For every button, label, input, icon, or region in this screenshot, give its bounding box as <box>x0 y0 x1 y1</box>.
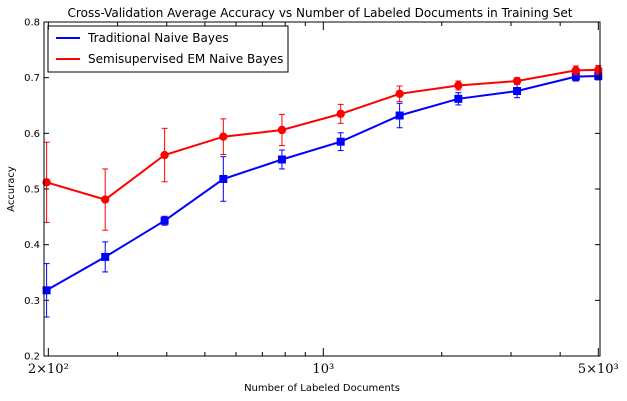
legend: Traditional Naive Bayes Semisupervised EM… <box>47 25 289 73</box>
data-point <box>395 111 404 120</box>
data-point <box>513 87 522 96</box>
legend-label: Semisupervised EM Naive Bayes <box>88 52 283 66</box>
legend-label: Traditional Naive Bayes <box>87 31 229 45</box>
data-point <box>454 94 463 103</box>
data-point <box>454 81 463 90</box>
data-point <box>42 178 51 187</box>
legend-box <box>47 25 289 73</box>
data-point <box>101 195 110 204</box>
data-point <box>160 150 169 160</box>
y-tick-label: 0.3 <box>24 296 40 307</box>
y-tick-label: 0.8 <box>24 18 40 29</box>
data-point <box>101 252 110 261</box>
series-line <box>46 75 599 292</box>
y-axis-label: Accuracy <box>6 166 17 212</box>
data-point <box>594 65 603 75</box>
data-point <box>219 174 228 183</box>
data-point <box>336 137 345 146</box>
data-point <box>277 155 286 164</box>
y-tick-label: 0.6 <box>24 129 40 140</box>
data-point <box>571 66 581 75</box>
data-point <box>160 216 169 225</box>
plot-area <box>42 64 603 318</box>
y-tick-label: 0.2 <box>24 352 40 363</box>
data-point <box>42 286 51 295</box>
x-tick-label: 10³ <box>312 362 334 377</box>
data-point <box>219 132 228 141</box>
y-tick-label: 0.5 <box>24 185 40 196</box>
y-tick-label: 0.4 <box>24 240 40 251</box>
x-tick-label: 5×10³ <box>578 362 619 377</box>
chart-title: Cross-Validation Average Accuracy vs Num… <box>68 6 573 20</box>
y-tick-label: 0.7 <box>24 73 40 84</box>
data-point <box>336 109 345 119</box>
data-point <box>512 76 522 86</box>
data-point <box>395 89 404 99</box>
x-tick-label: 2×10² <box>28 362 69 377</box>
x-axis-label: Number of Labeled Documents <box>244 383 400 394</box>
data-point <box>277 125 287 135</box>
